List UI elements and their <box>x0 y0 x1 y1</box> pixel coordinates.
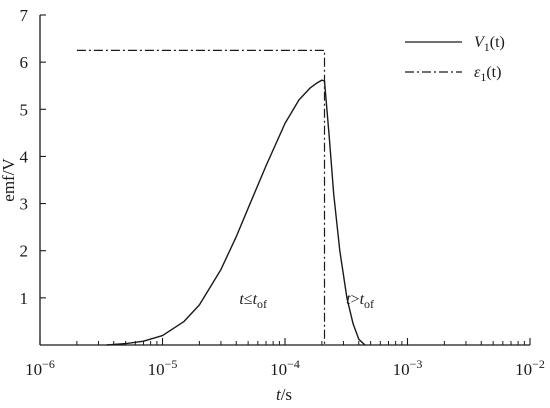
annotation-label: t≤tof <box>239 291 267 311</box>
legend: V1(t) ε1(t) <box>405 34 505 84</box>
x-tick-label: 10−6 <box>25 357 55 379</box>
y-ticks: 1 2 3 4 5 6 7 <box>20 6 46 308</box>
y-tick-label: 4 <box>20 147 29 166</box>
y-tick-label: 7 <box>20 6 29 25</box>
legend-label: V1(t) <box>474 34 505 54</box>
x-axis-label-unit: /s <box>281 385 292 404</box>
y-tick-label: 6 <box>20 53 29 72</box>
x-axis-label: t/s <box>276 385 292 404</box>
series-epsilon1-line <box>76 49 326 345</box>
annotations: t≤tof t>tof <box>239 291 374 311</box>
y-tick-label: 3 <box>20 195 29 214</box>
x-tick-label: 10−3 <box>393 357 423 379</box>
legend-label: ε1(t) <box>474 64 501 84</box>
y-axis-label: emf/V <box>0 158 18 202</box>
x-tick-label: 10−2 <box>515 357 545 379</box>
plot-area <box>39 15 530 346</box>
series-layer <box>76 49 366 346</box>
x-tick-label: 10−5 <box>148 357 178 379</box>
series-v1-line <box>106 79 366 346</box>
y-tick-label: 2 <box>20 242 29 261</box>
y-tick-label: 1 <box>20 289 29 308</box>
y-tick-label: 5 <box>20 100 29 119</box>
x-axis-label-var: t <box>276 385 282 404</box>
x-ticks: 10−6 10−5 10−4 10−3 10−2 <box>25 338 545 379</box>
annotation-label: t>tof <box>346 291 374 311</box>
x-tick-label: 10−4 <box>270 357 300 379</box>
